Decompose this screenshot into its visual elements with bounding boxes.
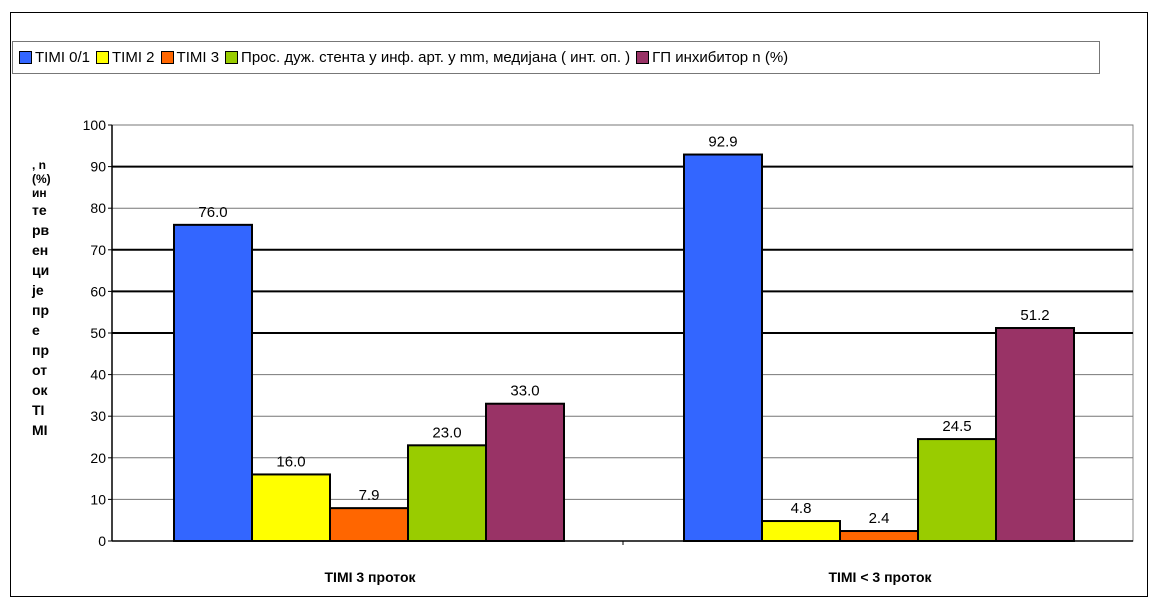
legend-item: TIMI 2: [96, 49, 155, 66]
data-label: 2.4: [869, 510, 890, 527]
legend-item: TIMI 3: [160, 49, 220, 66]
x-category-label: TIMI 3 проток: [324, 569, 416, 585]
bar: [761, 520, 841, 542]
data-label: 24.5: [942, 418, 971, 435]
y-axis-label-line: пр: [32, 302, 50, 318]
y-tick-label: 50: [90, 325, 106, 341]
bar: [995, 327, 1075, 542]
legend-label: TIMI 3: [176, 49, 220, 66]
bar: [329, 507, 409, 542]
y-axis-label-line: ин: [32, 186, 47, 200]
data-label: 33.0: [510, 383, 539, 400]
data-label: 16.0: [276, 453, 305, 470]
y-axis-label-line: MI: [32, 422, 48, 438]
data-label: 4.8: [791, 500, 812, 517]
y-tick-label: 30: [90, 408, 106, 424]
data-label: 51.2: [1020, 307, 1049, 324]
y-axis-label: , n (%) ин те рв ен ци је пр е пр от ок TI MI: [32, 158, 77, 440]
legend-item: ГП инхибитор n (%): [636, 49, 788, 66]
legend-swatch: [96, 51, 110, 64]
y-axis-label-line: TI: [32, 402, 45, 418]
data-label: 23.0: [432, 424, 461, 441]
y-axis-label-line: ци: [32, 262, 50, 278]
plot-area: 0 10 20 30 40 50 60 70 80 90 100 76.0 16.0 7.9 23.0 33.…: [83, 117, 1134, 549]
legend: TIMI 0/1 TIMI 2 TIMI 3 Прос. дуж. стента у …: [12, 41, 1100, 74]
y-axis-label-line: пр: [32, 342, 50, 358]
y-tick-label: 20: [90, 450, 106, 466]
y-tick-label: 10: [90, 491, 106, 507]
y-tick-label: 70: [90, 242, 106, 258]
data-label: 76.0: [198, 204, 227, 221]
data-label: 92.9: [708, 134, 737, 151]
y-axis-label-line: рв: [32, 222, 50, 238]
legend-swatch: [636, 51, 650, 64]
legend-swatch: [19, 51, 32, 64]
legend-item: TIMI 0/1: [19, 49, 90, 66]
bar: [683, 153, 763, 542]
data-label: 7.9: [359, 487, 380, 504]
bar: [251, 473, 331, 542]
y-axis-label-line: , n: [32, 158, 46, 172]
y-tick-label: 0: [98, 533, 106, 549]
bar: [407, 444, 487, 543]
x-category-label: TIMI < 3 проток: [828, 569, 932, 585]
y-axis-label-line: (%): [32, 172, 51, 186]
y-axis-label-line: ок: [32, 382, 48, 398]
y-axis-label-line: от: [32, 362, 48, 378]
y-tick-label: 90: [90, 159, 106, 175]
y-tick-label: 100: [83, 117, 107, 133]
legend-swatch: [225, 51, 239, 64]
bar: [839, 530, 919, 542]
legend-swatch: [160, 51, 174, 64]
bar: [173, 223, 253, 542]
bar: [485, 402, 565, 542]
legend-label: Прос. дуж. стента у инф. арт. у mm, меди…: [241, 49, 631, 66]
legend-label: TIMI 0/1: [35, 49, 91, 66]
legend-label: TIMI 2: [112, 49, 155, 66]
legend-label: ГП инхибитор n (%): [652, 49, 789, 66]
y-tick-label: 40: [90, 367, 106, 383]
y-tick-label: 60: [90, 283, 106, 299]
y-axis-label-line: ен: [32, 242, 49, 258]
legend-item: Прос. дуж. стента у инф. арт. у mm, меди…: [225, 49, 630, 66]
y-tick-label: 80: [90, 200, 106, 216]
y-axis-label-line: је: [32, 282, 44, 298]
y-axis-label-line: те: [32, 202, 47, 218]
y-axis-label-line: е: [32, 322, 40, 338]
bar: [917, 438, 997, 542]
